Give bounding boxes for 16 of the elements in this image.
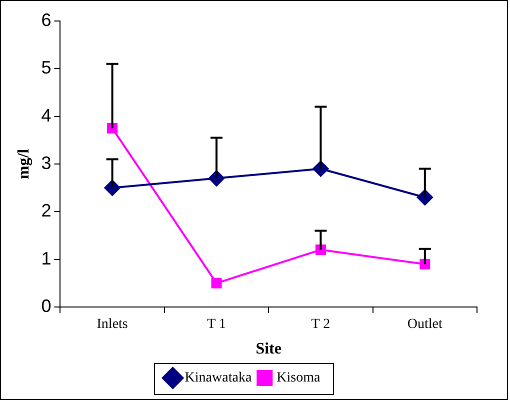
x-axis-title: Site: [256, 340, 282, 358]
y-tick-label: 3: [41, 152, 52, 173]
legend-label: Kisoma: [276, 370, 321, 386]
point: [211, 278, 222, 288]
y-tick-label: 2: [41, 200, 52, 221]
x-tick-label: T 2: [311, 317, 330, 332]
y-tick-label: 1: [41, 248, 52, 268]
y-tick-label: 0: [41, 296, 52, 316]
x-tick-label: T 1: [207, 317, 226, 332]
x-tick-label: Inlets: [96, 317, 128, 332]
y-tick-label: 6: [41, 10, 52, 30]
y-axis-title: mg/l: [16, 148, 33, 180]
y-tick-label: 5: [41, 58, 52, 78]
legend-label: Kinawataka: [184, 370, 252, 386]
x-tick-label: Outlet: [407, 317, 443, 332]
y-tick-label: 4: [41, 105, 52, 126]
